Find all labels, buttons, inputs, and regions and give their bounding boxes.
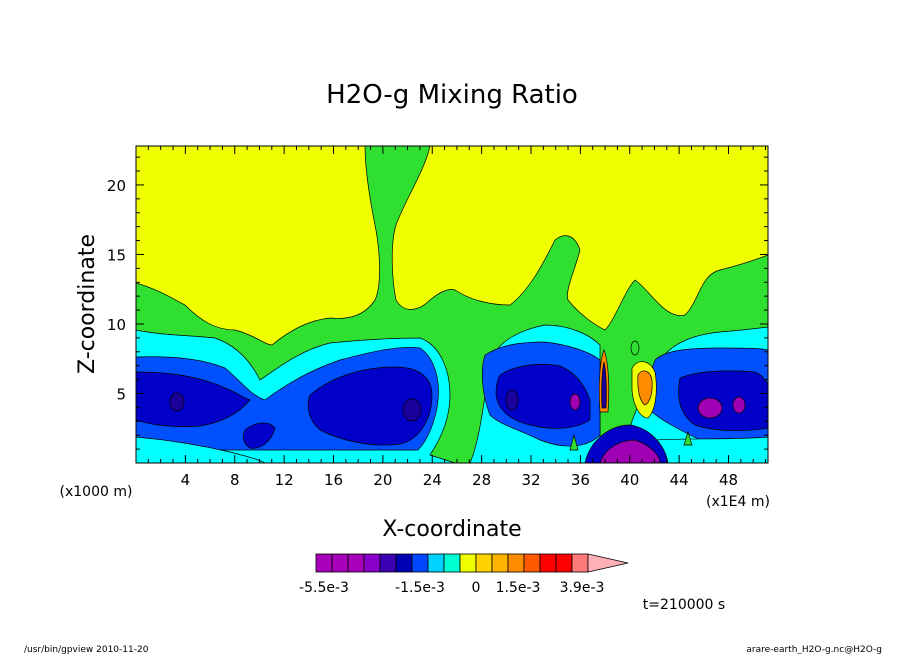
colorbar-swatch — [555, 553, 573, 573]
colorbar-swatch — [539, 553, 557, 573]
contour-bottom — [136, 436, 768, 463]
contour-plume-core — [601, 361, 607, 409]
plot-area — [135, 145, 769, 464]
colorbar-swatch — [491, 553, 509, 573]
x-tick-label: 24 — [423, 471, 442, 489]
colorbar-label: 3.9e-3 — [560, 580, 605, 596]
contour-core — [505, 389, 519, 411]
time-label: t=210000 s — [643, 597, 725, 613]
plot-frame — [135, 145, 769, 464]
contour-green-blob — [630, 340, 640, 356]
colorbar-swatch — [363, 553, 381, 573]
colorbar-label: 1.5e-3 — [496, 580, 541, 596]
x-tick-label: 28 — [472, 471, 491, 489]
colorbar-swatch — [427, 553, 445, 573]
colorbar-swatch — [571, 553, 589, 573]
y-tick-label: 20 — [107, 177, 126, 195]
y-tick-label: 5 — [116, 385, 126, 403]
colorbar: -5.5e-3 -1.5e-3 0 1.5e-3 3.9e-3 — [299, 553, 629, 596]
colorbar-swatch — [379, 553, 397, 573]
x-tick-label: 12 — [275, 471, 294, 489]
colorbar-swatch — [331, 553, 349, 573]
y-tick-label: 10 — [107, 316, 126, 334]
colorbar-swatch — [459, 553, 477, 573]
colorbar-label: 0 — [472, 580, 481, 596]
colorbar-label: -1.5e-3 — [395, 580, 445, 596]
x-tick-label: 44 — [670, 471, 689, 489]
contour-core — [402, 398, 422, 422]
colorbar-label: -5.5e-3 — [299, 580, 349, 596]
colorbar-swatch — [475, 553, 493, 573]
contour-green-speck — [569, 430, 693, 451]
colorbar-arrow — [587, 553, 629, 573]
x-tick-label: 32 — [521, 471, 540, 489]
colorbar-swatch — [523, 553, 541, 573]
x-tick-label: 8 — [230, 471, 240, 489]
contour-core — [732, 396, 746, 414]
footer-left: /usr/bin/gpview 2010-11-20 — [24, 645, 149, 654]
contour-purple-core — [599, 439, 661, 463]
contour-core — [697, 397, 723, 419]
footer-right: arare-earth_H2O-g.nc@H2O-g — [746, 645, 882, 654]
x-tick-label: 36 — [571, 471, 590, 489]
x-tick-label: 48 — [719, 471, 738, 489]
contour-dark-blue — [136, 363, 768, 449]
colorbar-swatch — [347, 553, 365, 573]
chart-title: H2O-g Mixing Ratio — [326, 80, 578, 110]
colorbar-swatch — [315, 553, 333, 573]
colorbar-swatch — [507, 553, 525, 573]
contour-field — [136, 146, 768, 463]
x-tick-label: 16 — [324, 471, 343, 489]
y-unit-label: (x1000 m) — [60, 484, 133, 500]
contour-core — [569, 393, 581, 411]
x-tick-label: 20 — [373, 471, 392, 489]
y-axis-title: Z-coordinate — [75, 234, 100, 374]
colorbar-swatch — [395, 553, 413, 573]
contour-core — [169, 392, 185, 412]
x-tick-label: 40 — [620, 471, 639, 489]
colorbar-swatch — [443, 553, 461, 573]
x-unit-label: (x1E4 m) — [706, 494, 770, 510]
x-axis-title: X-coordinate — [382, 517, 521, 542]
contour-orange-core — [637, 370, 653, 406]
colorbar-swatch — [411, 553, 429, 573]
y-tick-label: 15 — [107, 246, 126, 264]
x-tick-label: 4 — [181, 471, 191, 489]
